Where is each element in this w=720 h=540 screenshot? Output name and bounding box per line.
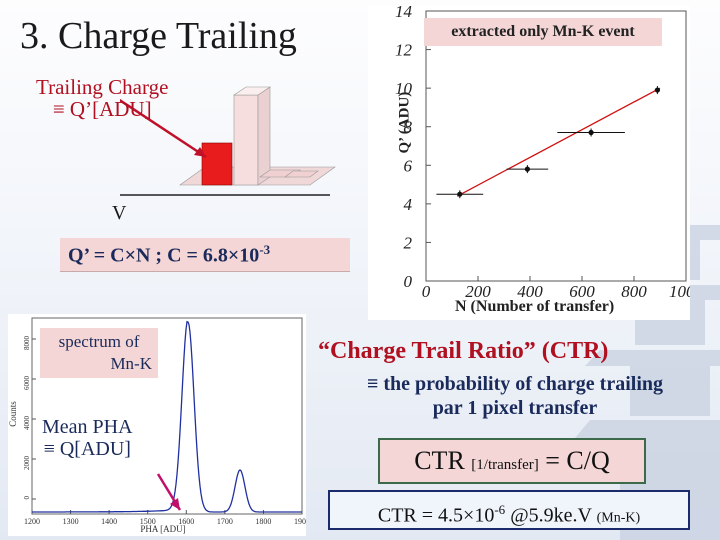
x-tick-label: 600 — [569, 282, 595, 301]
tall-bar — [233, 94, 259, 186]
x-tick-label: 200 — [465, 282, 491, 301]
plot-marks — [436, 86, 661, 199]
spectrum-y-tick-label: 4000 — [23, 416, 31, 431]
spectrum-x-tick-label: 1800 — [255, 517, 271, 526]
data-point — [524, 166, 530, 172]
spectrum-x-tick-label: 1700 — [217, 517, 233, 526]
data-point — [588, 129, 594, 136]
spectrum-y-tick-label: 8000 — [23, 336, 31, 351]
ctr-description: ≡ the probability of charge trailing par… — [366, 373, 663, 419]
trailing-bar-2 — [284, 170, 319, 178]
plot-panel — [368, 6, 690, 320]
ctr-title: “Charge Trail Ratio” (CTR) — [318, 338, 609, 364]
q-vs-n-plot: 0 2 4 6 8 10 12 14 0 200 400 600 800 1000 — [395, 6, 690, 301]
x-tick-label: 800 — [621, 282, 647, 301]
fit-line — [456, 87, 661, 197]
y-tick-label: 12 — [395, 41, 413, 60]
spectrum-x-tick-label: 1300 — [63, 517, 79, 526]
ctr-formula-box: CTR [1/transfer] = C/Q — [378, 438, 646, 484]
y-tick-label: 8 — [404, 118, 413, 137]
y-tick-label: 2 — [404, 233, 413, 252]
mean-pha-label: Mean PHA ≡ Q[ADU] — [42, 416, 133, 460]
y-tick-label: 14 — [395, 6, 413, 21]
x-tick-label: 1000 — [669, 282, 690, 301]
plot-x-label: N (Number of transfer) — [455, 298, 615, 315]
v-axis-label: V — [112, 202, 127, 224]
spectrum-x-label: PHA [ADU] — [140, 524, 185, 534]
spectrum-x-tick-label: 1200 — [24, 517, 40, 526]
slide-title: 3. Charge Trailing — [20, 15, 297, 57]
y-tick-label: 6 — [404, 156, 413, 175]
spectrum-frame — [31, 317, 303, 515]
plot-frame — [425, 10, 687, 282]
spectrum-y-label: Counts — [8, 401, 18, 427]
main-charge-bar — [201, 142, 233, 186]
y-tick-label: 0 — [404, 272, 413, 291]
trailing-bar-illustration — [120, 86, 336, 196]
spectrum-x-tick-label: 1600 — [178, 517, 194, 526]
formula-box: Q’ = C×N ; C = 6.8×10-3 — [60, 238, 350, 272]
pointer-arrow — [120, 98, 207, 159]
plot-y-label: Q’ (ADU) — [396, 91, 413, 154]
spectrum-curve — [32, 320, 302, 513]
x-tick-label: 0 — [422, 282, 431, 301]
y-tick-label: 4 — [404, 195, 413, 214]
spectrum-y-tick-label: 2000 — [23, 456, 31, 471]
x-tick-label: 400 — [517, 282, 543, 301]
ctr-value-box: CTR = 4.5×10-6 @5.9ke.V (Mn-K) — [328, 490, 690, 530]
data-point — [457, 191, 463, 197]
spectrum-y-tick-label: 0 — [23, 496, 31, 500]
data-point — [654, 87, 660, 93]
spectrum-label: spectrum of Mn-K — [40, 328, 158, 378]
plot-ticks: 0 2 4 6 8 10 12 14 0 200 400 600 800 1000 — [395, 6, 690, 301]
y-tick-label: 10 — [395, 79, 413, 98]
spectrum-x-tick-label: 1500 — [140, 517, 156, 526]
trailing-charge-label: Trailing Charge ≡ Q’[ADU] — [36, 75, 169, 121]
spectrum-x-tick-label: 1400 — [101, 517, 117, 526]
spectrum-y-tick-label: 6000 — [23, 376, 31, 391]
plot-title: extracted only Mn-K event — [424, 18, 662, 46]
